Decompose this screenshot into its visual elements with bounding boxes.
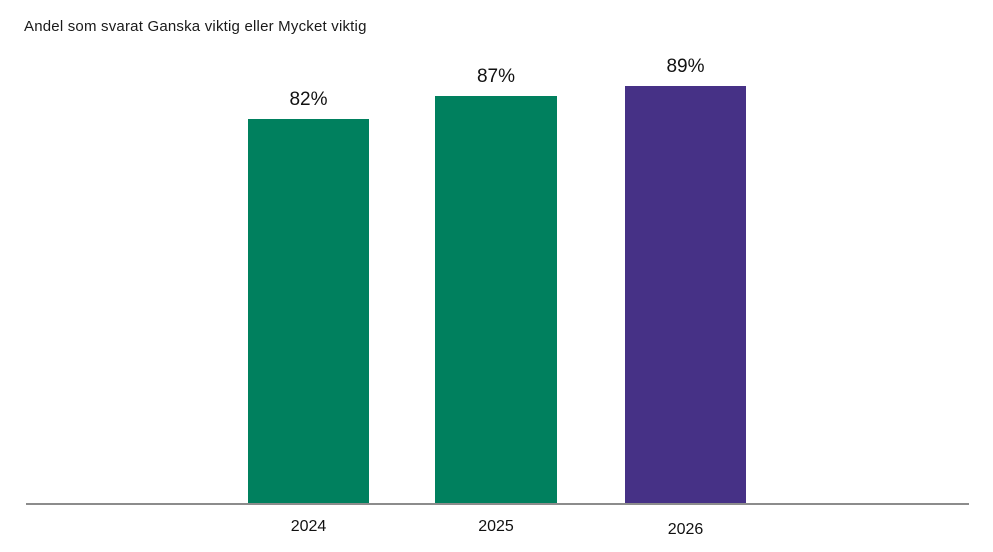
chart-title: Andel som svarat Ganska viktig eller Myc… (24, 18, 367, 35)
x-axis-label-2026: 2026 (667, 521, 704, 538)
bar-group-2025: 87% 2025 (435, 0, 557, 552)
bar-value-label-2025: 87% (476, 65, 516, 87)
bar-2025 (435, 95, 557, 503)
x-axis-label-2025: 2025 (478, 518, 514, 535)
bar-value-label-2024: 82% (289, 89, 328, 111)
bar-2024 (248, 119, 369, 503)
x-axis-label-2024: 2024 (290, 518, 327, 535)
bar-group-2026: 89% 2026 (625, 0, 746, 552)
bar-group-2024: 82% 2024 (248, 0, 369, 552)
x-axis-line (26, 503, 969, 505)
bar-value-label-2026: 89% (666, 56, 705, 78)
bar-2026 (625, 86, 746, 503)
